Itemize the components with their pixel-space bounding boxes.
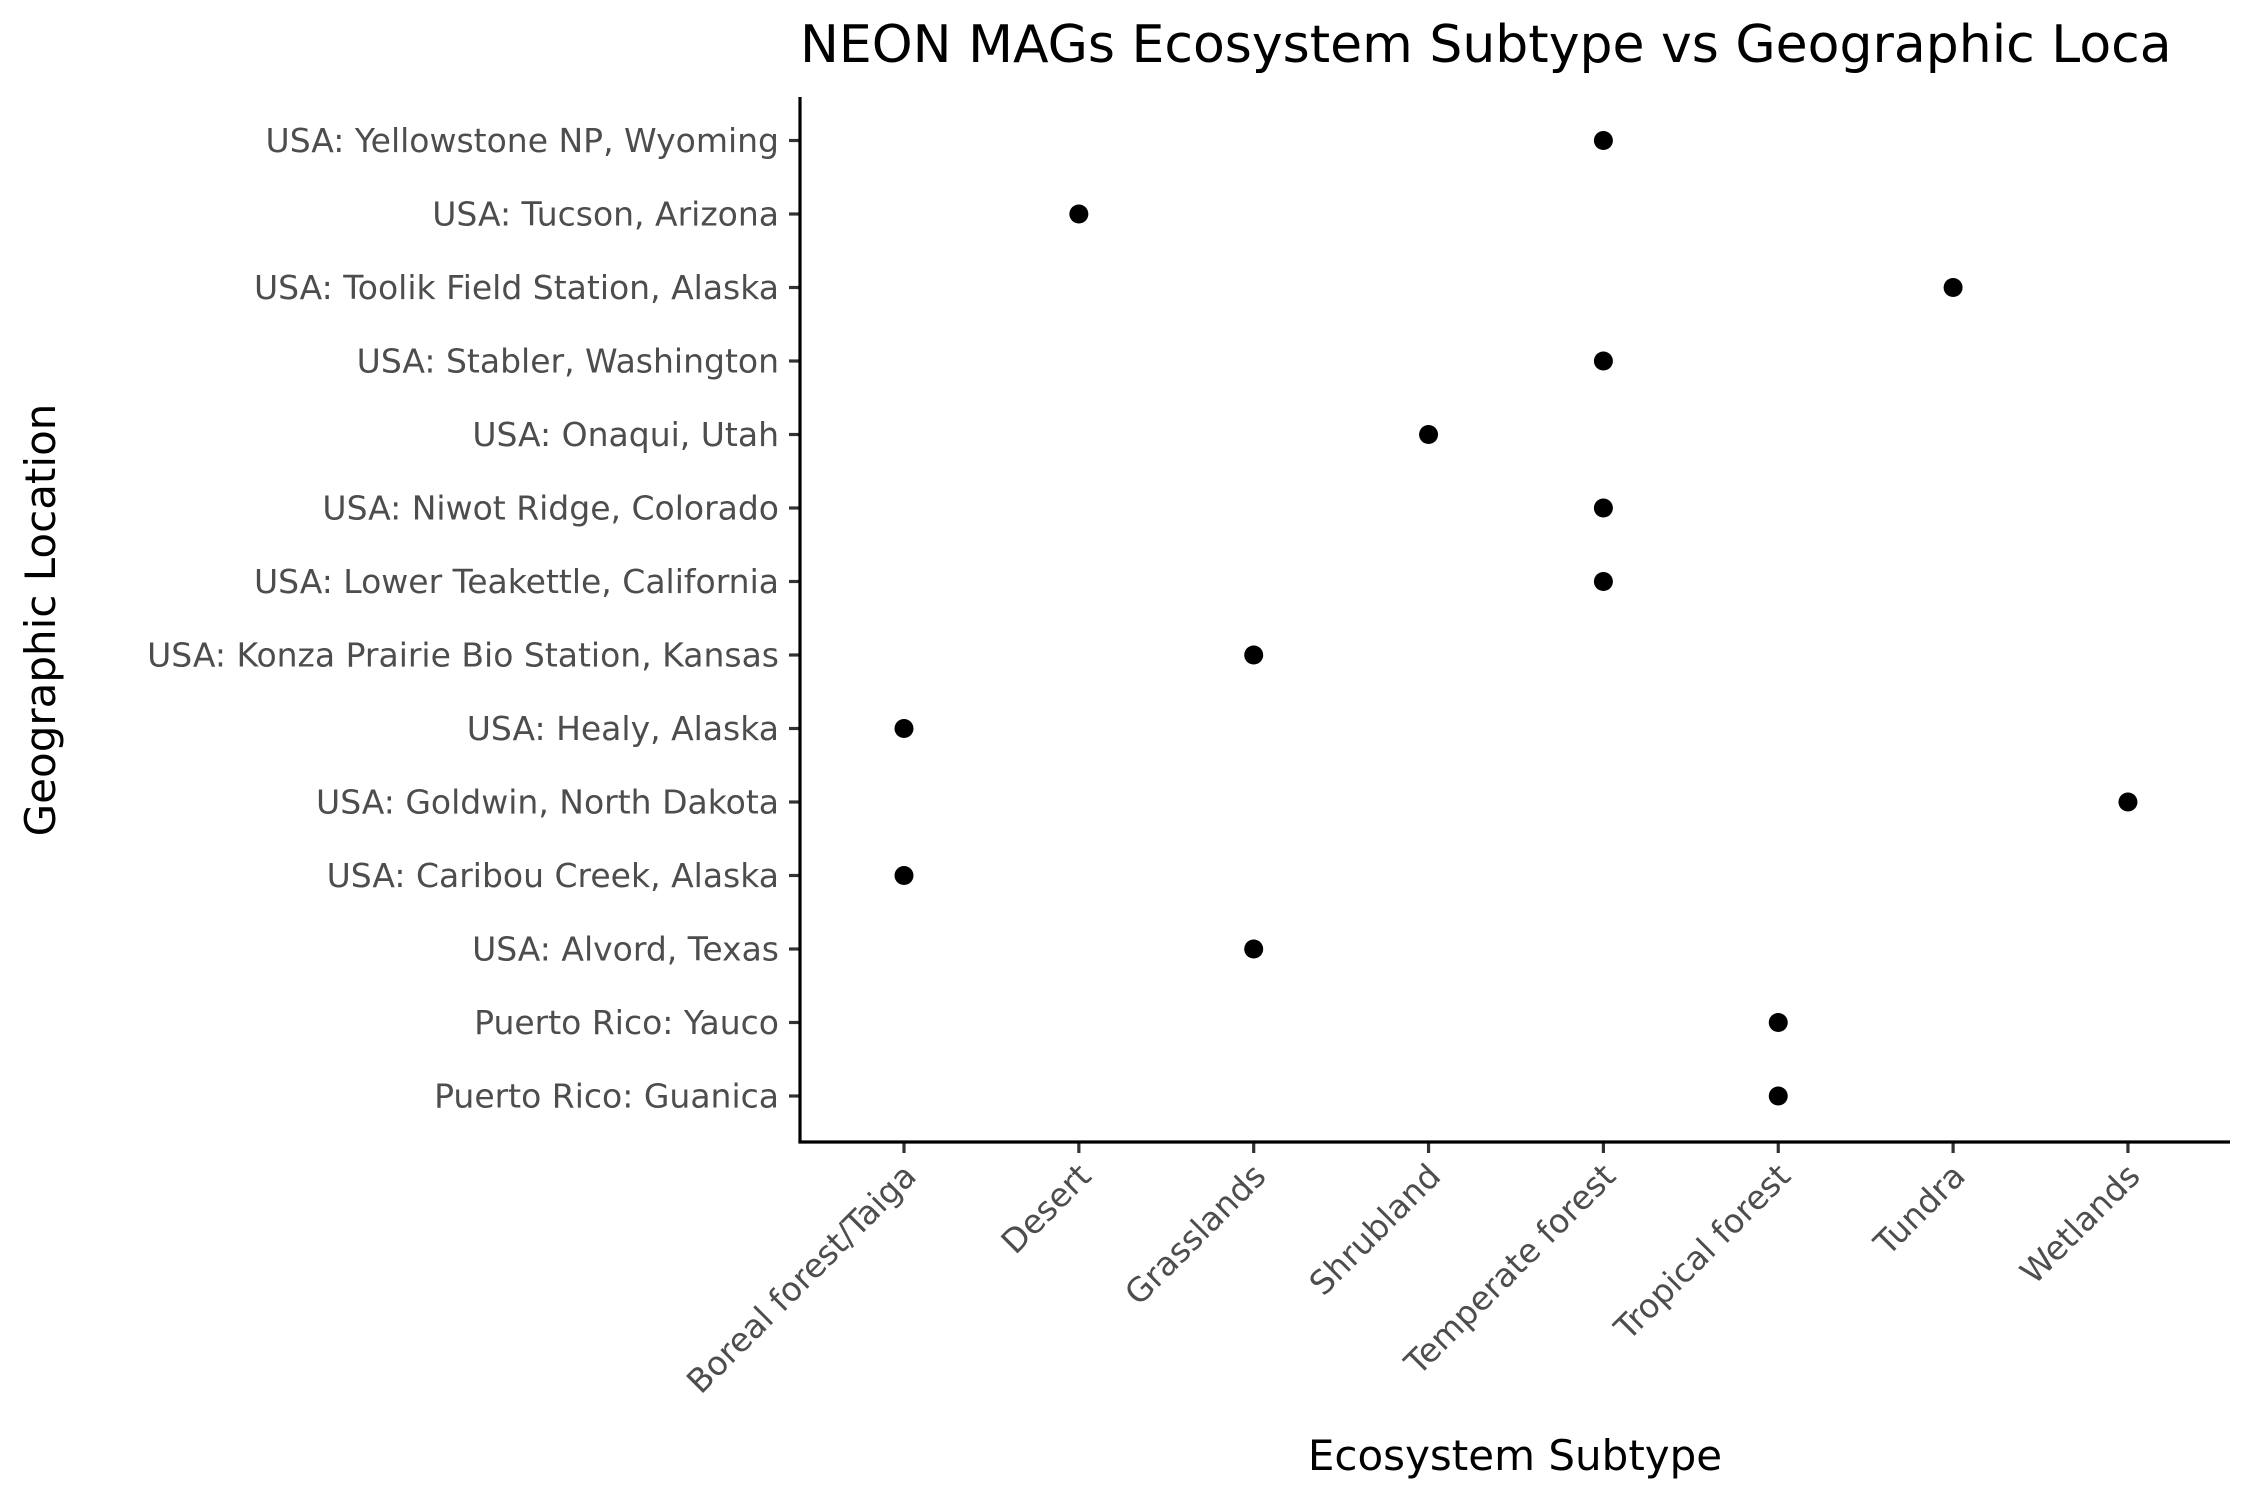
x-axis: Boreal forest/Taiga Desert Grasslands Shrub… — [679, 1142, 2148, 1401]
y-tick-label-puerto-rico-yauco: Puerto Rico: Yauco — [474, 1003, 779, 1042]
y-axis: Puerto Rico: Guanica Puerto Rico: Yauco US… — [147, 121, 800, 1116]
data-point-puerto-rico-guanica — [1768, 1086, 1788, 1106]
data-point-usa-tucson-arizona — [1069, 204, 1089, 224]
y-tick-label-usa-lower-teakettle-california: USA: Lower Teakettle, California — [254, 562, 779, 601]
y-tick-label-puerto-rico-guanica: Puerto Rico: Guanica — [434, 1077, 779, 1116]
y-tick-label-usa-goldwin-north-dakota: USA: Goldwin, North Dakota — [316, 783, 779, 822]
data-point-usa-yellowstone-np-wyoming — [1593, 131, 1613, 150]
x-tick-label-tropical-forest: Tropical forest — [1606, 1156, 1798, 1348]
y-tick-label-usa-toolik-field-station-alaska: USA: Toolik Field Station, Alaska — [254, 268, 779, 307]
x-tick-label-desert: Desert — [993, 1156, 1098, 1261]
x-tick-label-grasslands: Grasslands — [1117, 1156, 1273, 1312]
data-point-usa-healy-alaska — [894, 719, 914, 738]
data-point-usa-goldwin-north-dakota — [2118, 792, 2138, 812]
y-tick-label-usa-konza-prairie-bio-station-kansas: USA: Konza Prairie Bio Station, Kansas — [147, 636, 779, 675]
y-tick-label-usa-niwot-ridge-colorado: USA: Niwot Ridge, Colorado — [322, 489, 779, 528]
y-tick-label-usa-alvord-texas: USA: Alvord, Texas — [472, 930, 779, 969]
data-point-usa-stabler-washington — [1593, 351, 1613, 371]
data-point-usa-onaqui-utah — [1419, 425, 1439, 444]
data-point-usa-caribou-creek-alaska — [894, 866, 914, 885]
data-points — [894, 131, 2138, 1106]
x-tick-label-tundra: Tundra — [1865, 1156, 1972, 1263]
y-tick-label-usa-healy-alaska: USA: Healy, Alaska — [467, 709, 779, 748]
x-axis-title: Ecosystem Subtype — [1308, 1431, 1722, 1480]
y-tick-label-usa-stabler-washington: USA: Stabler, Washington — [357, 342, 779, 381]
data-point-usa-lower-teakettle-california — [1593, 572, 1613, 591]
y-tick-label-usa-caribou-creek-alaska: USA: Caribou Creek, Alaska — [327, 856, 779, 895]
y-tick-label-usa-tucson-arizona: USA: Tucson, Arizona — [432, 195, 779, 234]
chart-title: NEON MAGs Ecosystem Subtype vs Geographi… — [800, 15, 2172, 75]
data-point-usa-toolik-field-station-alaska — [1943, 278, 1963, 297]
data-point-puerto-rico-yauco — [1768, 1013, 1788, 1032]
data-point-usa-konza-prairie-bio-station-kansas — [1244, 645, 1264, 665]
x-tick-label-boreal-forest-taiga: Boreal forest/Taiga — [679, 1156, 924, 1401]
y-axis-title: Geographic Location — [16, 404, 65, 837]
data-point-usa-alvord-texas — [1244, 939, 1264, 959]
data-point-usa-niwot-ridge-colorado — [1593, 498, 1613, 518]
x-tick-label-shrubland: Shrubland — [1301, 1156, 1448, 1303]
y-tick-label-usa-onaqui-utah: USA: Onaqui, Utah — [472, 415, 779, 454]
x-tick-label-wetlands: Wetlands — [2012, 1156, 2147, 1291]
y-tick-label-usa-yellowstone-np-wyoming: USA: Yellowstone NP, Wyoming — [266, 121, 779, 160]
